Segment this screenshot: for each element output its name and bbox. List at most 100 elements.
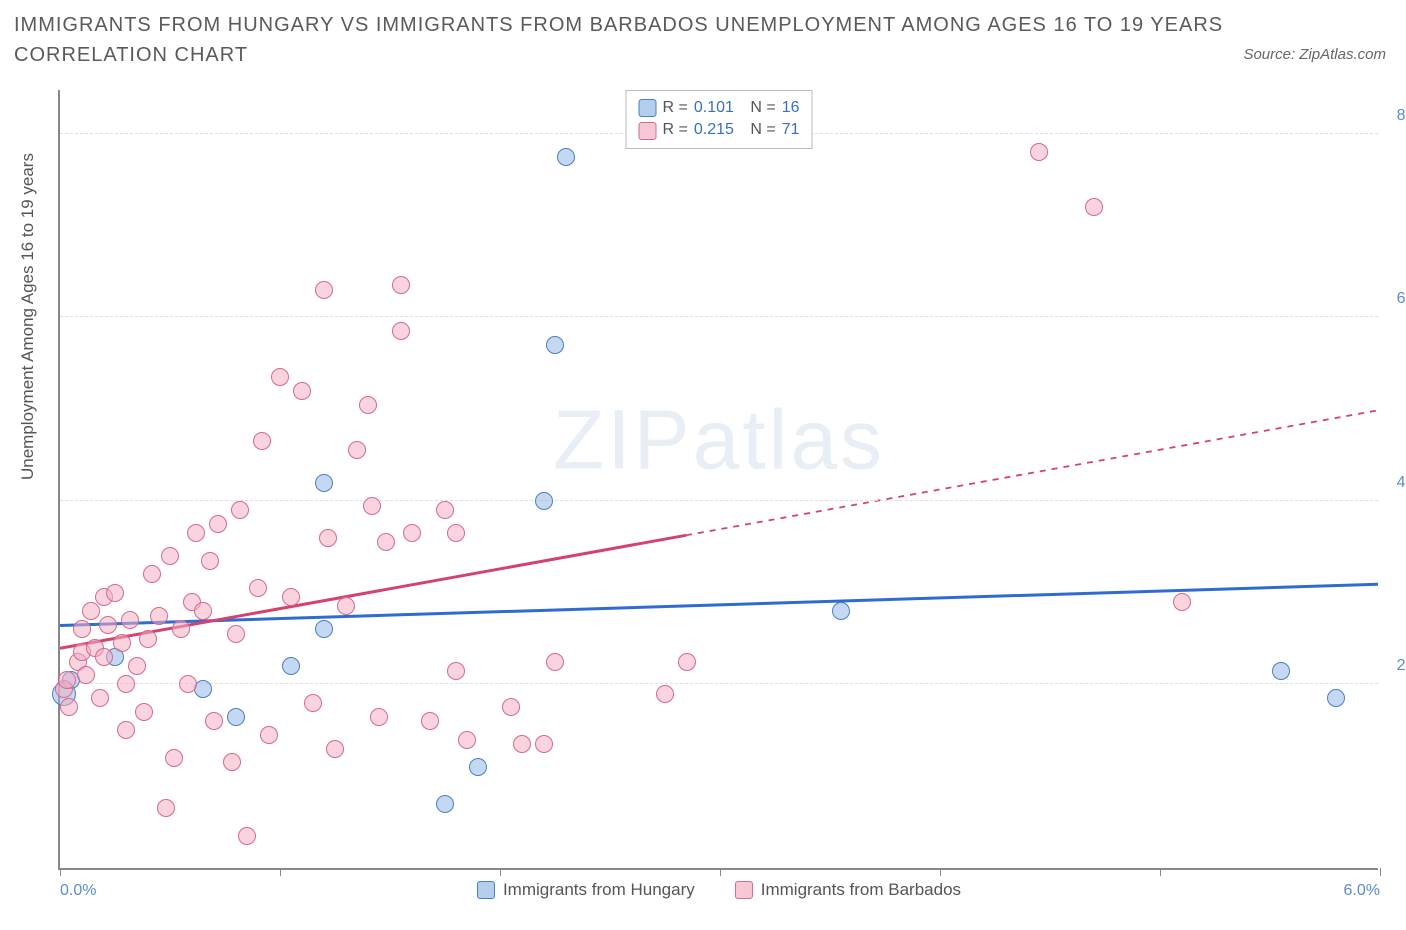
data-point (1085, 198, 1103, 216)
data-point (392, 322, 410, 340)
data-point (359, 396, 377, 414)
data-point (227, 708, 245, 726)
data-point (205, 712, 223, 730)
data-point (95, 648, 113, 666)
data-point (458, 731, 476, 749)
data-point (348, 441, 366, 459)
data-point (436, 501, 454, 519)
data-point (223, 753, 241, 771)
data-point (315, 474, 333, 492)
data-point (293, 382, 311, 400)
x-tick-label: 0.0% (60, 882, 96, 900)
x-tick (1380, 868, 1381, 876)
data-point (377, 533, 395, 551)
legend-row-hungary: R = 0.101 N = 16 (639, 97, 800, 119)
data-point (121, 611, 139, 629)
data-point (282, 588, 300, 606)
data-point (315, 281, 333, 299)
swatch-blue-icon (639, 99, 657, 117)
x-tick (940, 868, 941, 876)
legend-series: Immigrants from Hungary Immigrants from … (477, 880, 961, 900)
data-point (238, 827, 256, 845)
data-point (73, 620, 91, 638)
legend-correlation: R = 0.101 N = 16 R = 0.215 N = 71 (626, 90, 813, 149)
data-point (194, 602, 212, 620)
source-attribution: Source: ZipAtlas.com (1243, 46, 1386, 63)
data-point (117, 721, 135, 739)
data-point (99, 616, 117, 634)
data-point (392, 276, 410, 294)
data-point (315, 620, 333, 638)
data-point (231, 501, 249, 519)
data-point (546, 653, 564, 671)
data-point (304, 694, 322, 712)
data-point (421, 712, 439, 730)
data-point (1030, 143, 1048, 161)
data-point (201, 552, 219, 570)
data-point (326, 740, 344, 758)
swatch-pink-icon (639, 122, 657, 140)
data-point (656, 685, 674, 703)
data-point (319, 529, 337, 547)
data-point (370, 708, 388, 726)
y-axis-label: Unemployment Among Ages 16 to 19 years (18, 153, 38, 480)
data-point (157, 799, 175, 817)
data-point (337, 597, 355, 615)
swatch-pink-icon (735, 881, 753, 899)
data-point (135, 703, 153, 721)
data-point (209, 515, 227, 533)
data-point (249, 579, 267, 597)
legend-item-barbados: Immigrants from Barbados (735, 880, 961, 900)
data-point (253, 432, 271, 450)
scatter-plot-area: ZIPatlas R = 0.101 N = 16 R = 0.215 N = … (58, 90, 1378, 870)
data-point (227, 625, 245, 643)
data-point (832, 602, 850, 620)
data-point (678, 653, 696, 671)
legend-row-barbados: R = 0.215 N = 71 (639, 119, 800, 141)
data-point (139, 630, 157, 648)
data-point (363, 497, 381, 515)
data-point (117, 675, 135, 693)
data-point (60, 698, 78, 716)
data-point (502, 698, 520, 716)
trend-lines (60, 90, 1378, 868)
data-point (557, 148, 575, 166)
x-tick-label: 6.0% (1344, 882, 1380, 900)
data-point (1327, 689, 1345, 707)
x-tick (500, 868, 501, 876)
data-point (165, 749, 183, 767)
data-point (58, 671, 76, 689)
data-point (113, 634, 131, 652)
data-point (179, 675, 197, 693)
watermark: ZIPatlas (553, 392, 885, 489)
data-point (143, 565, 161, 583)
data-point (436, 795, 454, 813)
data-point (546, 336, 564, 354)
data-point (535, 735, 553, 753)
chart-title: IMMIGRANTS FROM HUNGARY VS IMMIGRANTS FR… (14, 10, 1266, 70)
data-point (106, 584, 124, 602)
data-point (271, 368, 289, 386)
data-point (77, 666, 95, 684)
data-point (447, 524, 465, 542)
data-point (194, 680, 212, 698)
data-point (469, 758, 487, 776)
x-tick (280, 868, 281, 876)
x-tick (1160, 868, 1161, 876)
y-tick-label: 40.0% (1397, 474, 1406, 492)
data-point (282, 657, 300, 675)
data-point (150, 607, 168, 625)
data-point (91, 689, 109, 707)
y-tick-label: 20.0% (1397, 657, 1406, 675)
data-point (187, 524, 205, 542)
legend-item-hungary: Immigrants from Hungary (477, 880, 695, 900)
data-point (260, 726, 278, 744)
gridline-h (60, 683, 1378, 684)
data-point (535, 492, 553, 510)
data-point (403, 524, 421, 542)
data-point (1173, 593, 1191, 611)
data-point (128, 657, 146, 675)
gridline-h (60, 500, 1378, 501)
gridline-h (60, 316, 1378, 317)
data-point (161, 547, 179, 565)
